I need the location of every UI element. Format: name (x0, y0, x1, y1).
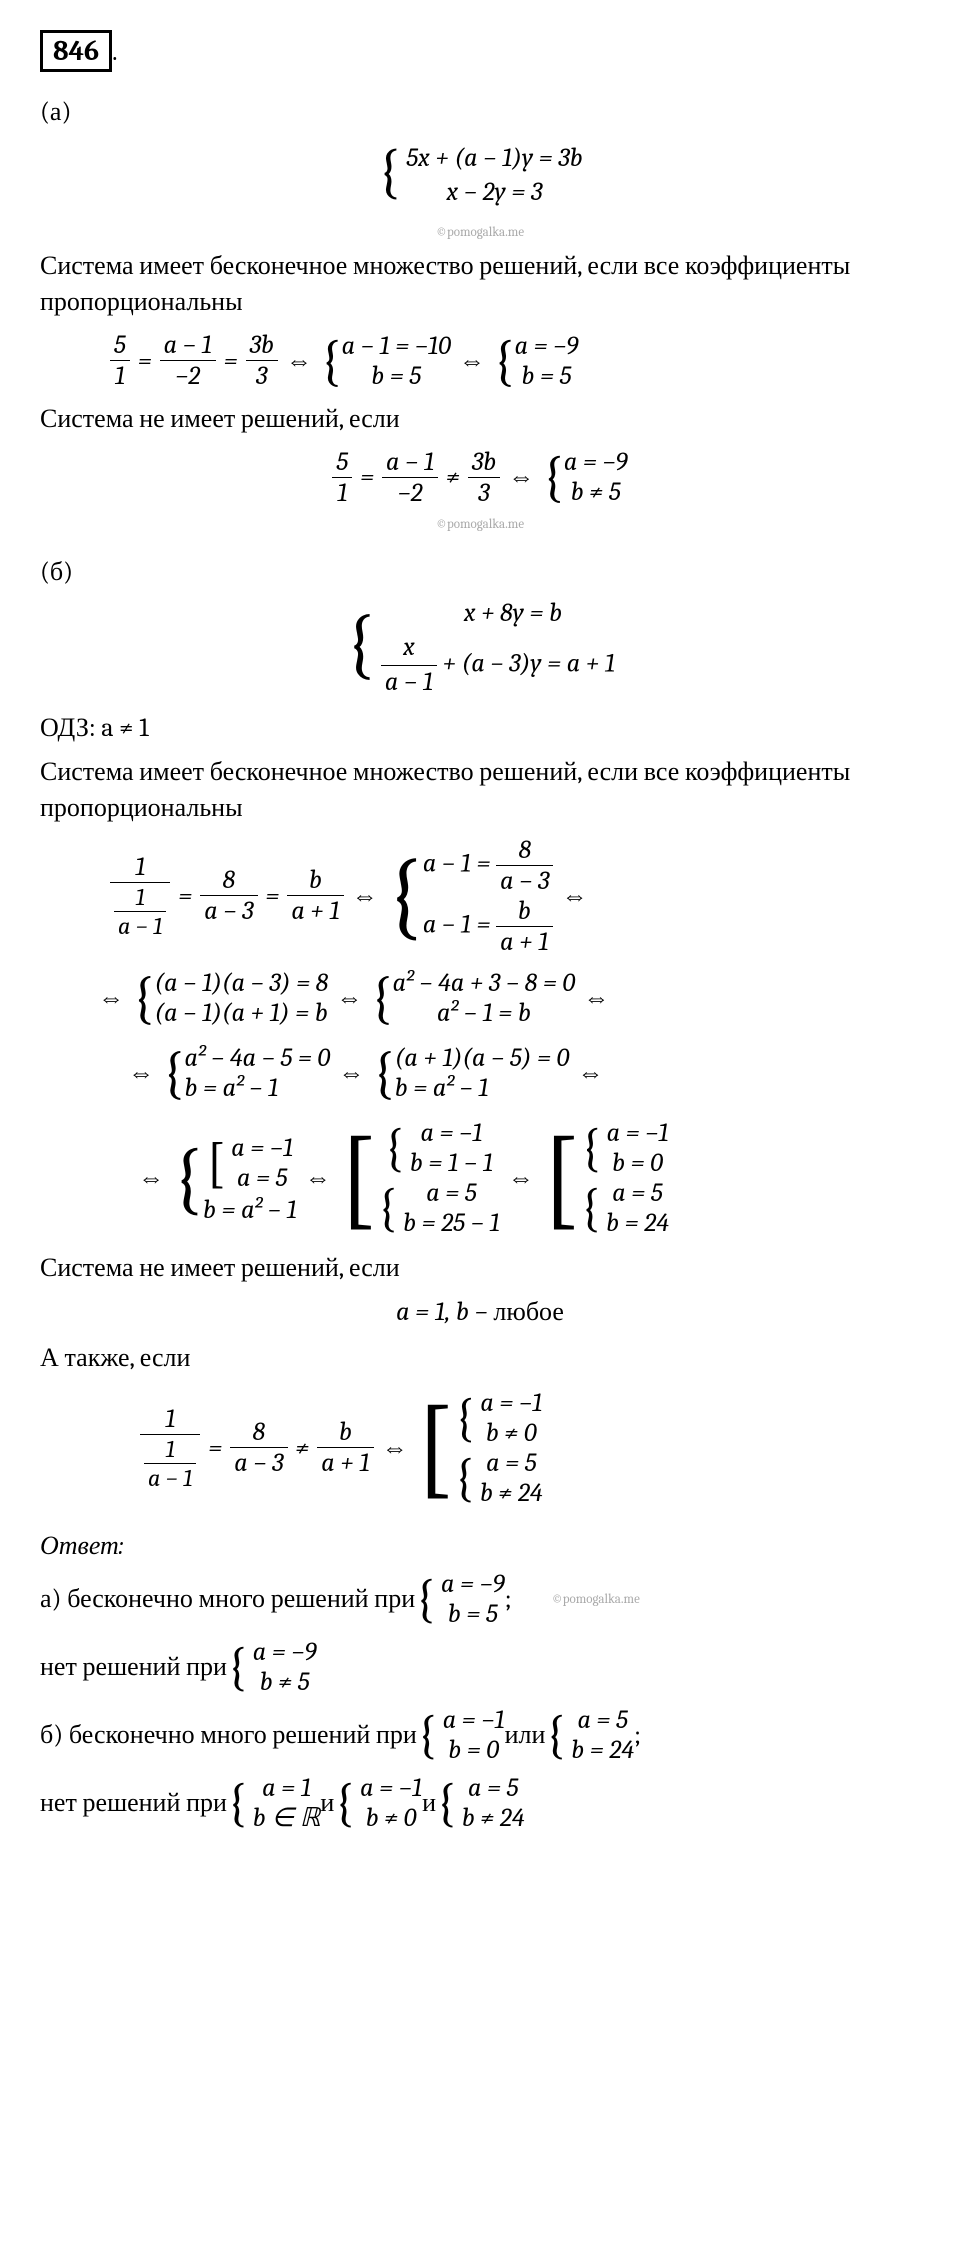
answer-b-none: нет решений при { a = 1 b ∈ ℝ и { a = −1… (40, 1773, 920, 1833)
answer-label: Ответ: (40, 1531, 920, 1561)
part-a-text2: Система не имеет решений, если (40, 401, 920, 437)
part-a-step1: 51 = a − 1−2 = 3b3 ⇔ { a − 1 = −10 b = 5… (40, 329, 920, 393)
answer-a-inf: а) бесконечно много решений при { a = −9… (40, 1569, 920, 1629)
watermark: ©pomogalka.me (40, 225, 920, 240)
part-b-step3: ⇔ { a² − 4a − 5 = 0 b = a² − 1 ⇔ { (a + … (40, 1040, 920, 1107)
answer-b-inf: б) бесконечно много решений при { a = −1… (40, 1705, 920, 1765)
part-b-odz: ОДЗ: a ≠ 1 (40, 710, 920, 746)
part-b-system: { x + 8y = b xa − 1 + (a − 3)y = a + 1 (40, 597, 920, 699)
part-a-step2: 51 = a − 1−2 ≠ 3b3 ⇔ { a = −9 b ≠ 5 (40, 445, 920, 509)
part-b-label: (б) (40, 557, 920, 587)
part-b-step4: ⇔ { [ a = −1 a = 5 b = a² − 1 ⇔ [ { a = … (40, 1115, 920, 1242)
part-b-nosol1: a = 1, b − любое (40, 1296, 920, 1330)
part-b-text1: Система имеет бесконечное множество реше… (40, 754, 920, 827)
part-b-last: 1 1a − 1 = 8a − 3 ≠ ba + 1 ⇔ [ { a = −1 … (40, 1384, 920, 1511)
part-b-text3: А также, если (40, 1340, 920, 1376)
part-b-text2: Система не имеет решений, если (40, 1250, 920, 1286)
part-a-label: (а) (40, 97, 920, 127)
problem-number: 846. (40, 30, 920, 72)
answer-a-none: нет решений при { a = −9 b ≠ 5 (40, 1637, 920, 1697)
part-a-system: { 5x + (a − 1)y = 3b x − 2y = 3 (40, 137, 920, 215)
part-b-step2: ⇔ { (a − 1)(a − 3) = 8 (a − 1)(a + 1) = … (40, 965, 920, 1032)
part-a-text1: Система имеет бесконечное множество реше… (40, 248, 920, 321)
watermark: ©pomogalka.me (40, 517, 920, 532)
part-b-step1: 1 1a − 1 = 8a − 3 = ba + 1 ⇔ { a − 1 = 8… (40, 835, 920, 957)
